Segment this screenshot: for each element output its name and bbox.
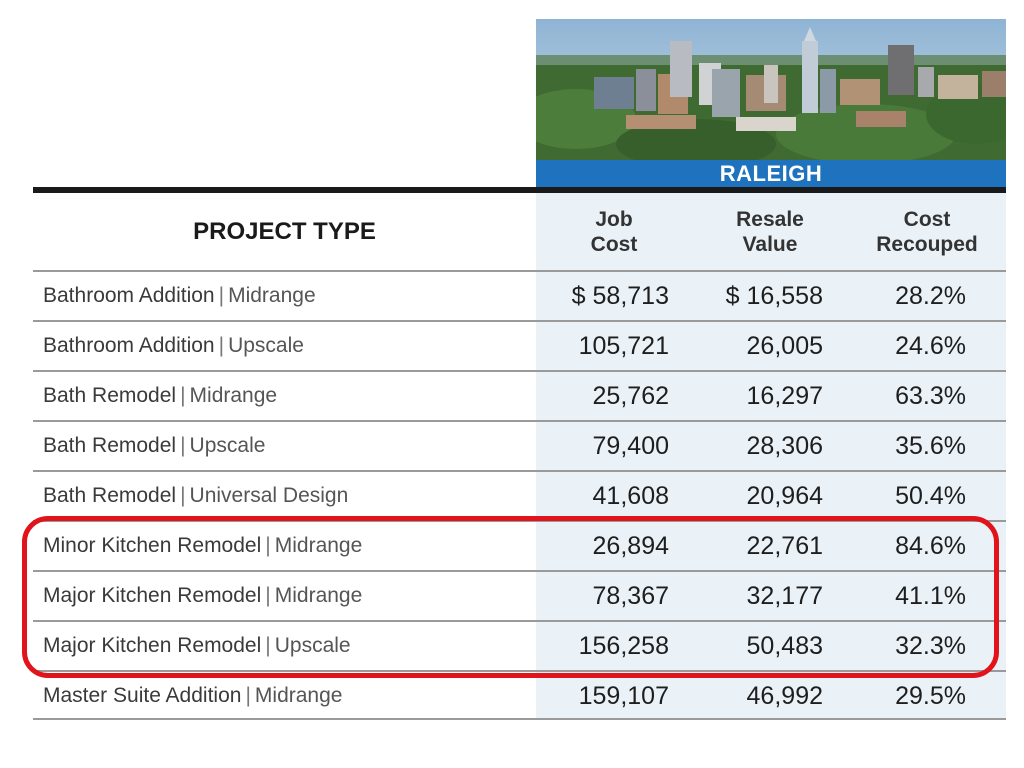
header-cost-recouped: Cost Recouped <box>876 208 978 256</box>
cost-recouped-cell: 63.3% <box>895 382 966 410</box>
project-name: Bath Remodel | Upscale <box>43 422 265 469</box>
cost-recouped-cell: 41.1% <box>895 582 966 610</box>
project-name: Bathroom Addition | Midrange <box>43 272 316 319</box>
project-type: Bath Remodel <box>43 434 177 457</box>
project-tier: Midrange <box>274 584 363 607</box>
resale-value-cell: 22,761 <box>746 532 823 560</box>
cost-recouped-cell: 28.2% <box>895 282 966 310</box>
job-cost-cell: 26,894 <box>592 532 669 560</box>
city-banner: RALEIGH <box>536 160 1006 187</box>
row-separator <box>33 370 1006 372</box>
table-header: PROJECT TYPE Job Cost Resale Value Cost … <box>33 193 1006 271</box>
resale-value-cell: $ 16,558 <box>725 282 823 310</box>
project-name: Major Kitchen Remodel | Upscale <box>43 622 351 669</box>
table-row: Bath Remodel | Universal Design 41,608 20,… <box>33 470 1006 519</box>
project-tier: Midrange <box>254 684 343 707</box>
row-separator <box>33 420 1006 422</box>
table-row: Bath Remodel | Upscale 79,400 28,306 35.6% <box>33 420 1006 469</box>
table-row: Bathroom Addition | Upscale 105,721 26,005… <box>33 320 1006 369</box>
table-row: Bathroom Addition | Midrange $ 58,713 $ 16… <box>33 270 1006 319</box>
row-separator <box>33 670 1006 672</box>
project-name: Bathroom Addition | Upscale <box>43 322 304 369</box>
project-tier: Midrange <box>189 384 278 407</box>
header-resale-value: Resale Value <box>736 208 804 256</box>
project-name: Master Suite Addition | Midrange <box>43 672 342 719</box>
project-name: Bath Remodel | Universal Design <box>43 472 348 519</box>
row-separator <box>33 570 1006 572</box>
resale-value-cell: 16,297 <box>746 382 823 410</box>
job-cost-cell: 79,400 <box>592 432 669 460</box>
table-row: Bath Remodel | Midrange 25,762 16,297 63.3… <box>33 370 1006 419</box>
city-skyline-photo <box>536 19 1006 161</box>
job-cost-cell: 41,608 <box>592 482 669 510</box>
project-tier: Upscale <box>228 334 304 357</box>
project-type: Bathroom Addition <box>43 334 215 357</box>
project-name: Bath Remodel | Midrange <box>43 372 277 419</box>
resale-value-cell: 28,306 <box>746 432 823 460</box>
resale-value-cell: 46,992 <box>746 682 823 710</box>
project-type: Bathroom Addition <box>43 284 215 307</box>
project-tier: Upscale <box>274 634 351 657</box>
resale-value-cell: 50,483 <box>746 632 823 660</box>
project-tier: Midrange <box>228 284 316 307</box>
cost-recouped-cell: 50.4% <box>895 482 966 510</box>
project-tier: Universal Design <box>189 484 349 507</box>
row-separator <box>33 470 1006 472</box>
job-cost-cell: $ 58,713 <box>571 282 669 310</box>
resale-value-cell: 20,964 <box>746 482 823 510</box>
project-name: Major Kitchen Remodel | Midrange <box>43 572 362 619</box>
separator: | <box>245 684 251 707</box>
cost-recouped-cell: 84.6% <box>895 532 966 560</box>
header-job-cost: Job Cost <box>590 208 638 256</box>
project-tier: Midrange <box>274 534 363 557</box>
data-columns-shade <box>536 193 1006 720</box>
project-type: Major Kitchen Remodel <box>43 634 262 657</box>
table-bottom-rule <box>33 718 1006 720</box>
separator: | <box>218 334 225 357</box>
separator: | <box>180 434 186 457</box>
row-separator <box>33 320 1006 322</box>
project-type: Minor Kitchen Remodel <box>43 534 262 557</box>
job-cost-cell: 159,107 <box>578 682 669 710</box>
separator: | <box>180 384 186 407</box>
resale-value-cell: 32,177 <box>746 582 823 610</box>
project-type: Master Suite Addition <box>43 684 242 707</box>
separator: | <box>265 584 271 607</box>
project-type: Major Kitchen Remodel <box>43 584 262 607</box>
project-name: Minor Kitchen Remodel | Midrange <box>43 522 362 569</box>
job-cost-cell: 78,367 <box>592 582 669 610</box>
table-row: Major Kitchen Remodel | Upscale 156,258 50… <box>33 620 1006 669</box>
separator: | <box>218 284 225 307</box>
project-type: Bath Remodel <box>43 484 177 507</box>
table-row: Master Suite Addition | Midrange 159,107 4… <box>33 670 1006 719</box>
cost-recouped-cell: 24.6% <box>895 332 966 360</box>
table-top-rule <box>33 187 1006 193</box>
separator: | <box>265 634 271 657</box>
cost-recouped-cell: 35.6% <box>895 432 966 460</box>
table-row: Major Kitchen Remodel | Midrange 78,367 32… <box>33 570 1006 619</box>
project-type: Bath Remodel <box>43 384 177 407</box>
resale-value-cell: 26,005 <box>746 332 823 360</box>
job-cost-cell: 25,762 <box>592 382 669 410</box>
row-separator <box>33 520 1006 522</box>
separator: | <box>265 534 271 557</box>
project-tier: Upscale <box>189 434 266 457</box>
cost-recouped-cell: 29.5% <box>895 682 966 710</box>
job-cost-cell: 156,258 <box>578 632 669 660</box>
header-project-type: PROJECT TYPE <box>193 218 376 245</box>
cost-recouped-cell: 32.3% <box>895 632 966 660</box>
separator: | <box>180 484 186 507</box>
row-separator <box>33 620 1006 622</box>
row-separator <box>33 270 1006 272</box>
table-row: Minor Kitchen Remodel | Midrange 26,894 22… <box>33 520 1006 569</box>
job-cost-cell: 105,721 <box>578 332 669 360</box>
